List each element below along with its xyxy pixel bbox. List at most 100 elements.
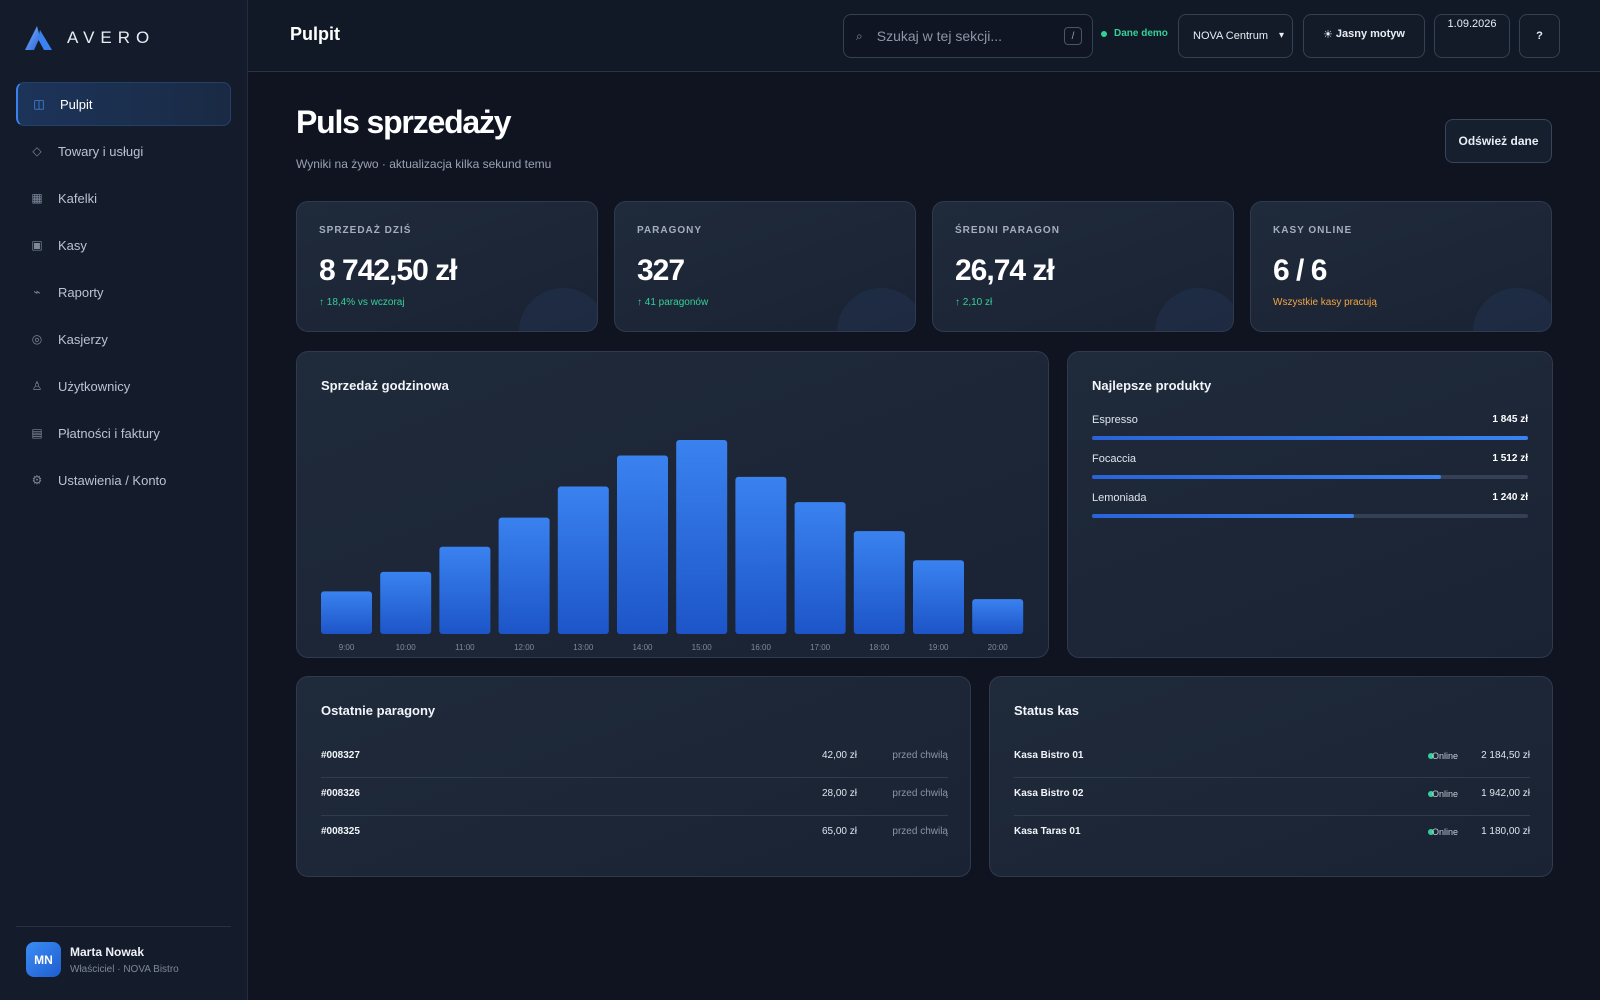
sidebar-item[interactable]: ◇ Towary i usługi (16, 129, 231, 173)
product-value: 1 240 zł (1492, 492, 1528, 503)
sidebar-item[interactable]: ◎ Kasjerzy (16, 317, 231, 361)
chart-bar[interactable] (617, 455, 668, 634)
receipt-row[interactable]: #008325 65,00 zł przed chwilą (321, 816, 948, 854)
receipt-id: #008326 (321, 788, 360, 799)
chart-bar[interactable] (913, 560, 964, 634)
settings-icon: ⚙ (31, 473, 43, 487)
product-name: Lemoniada (1092, 492, 1147, 504)
sidebar-item-label: Płatności i faktury (58, 425, 160, 441)
sidebar-item[interactable]: ▣ Kasy (16, 223, 231, 267)
chart-tick-label: 12:00 (514, 643, 535, 652)
date-value: 1.09.2026 (1447, 18, 1497, 30)
kpi-delta: ↑ 41 paragonów (637, 297, 709, 308)
search-input[interactable]: ⌕ Szukaj w tej sekcji... / (843, 14, 1093, 58)
product-progress-track (1092, 514, 1528, 518)
sidebar-item[interactable]: ⌁ Raporty (16, 270, 231, 314)
chevron-down-icon: ▾ (1278, 30, 1284, 41)
demo-data-badge: Dane demo (1101, 28, 1168, 39)
kpi-card-average: ŚREDNI PARAGON 26,74 zł ↑ 2,10 zł (932, 201, 1234, 332)
receipt-id: #008327 (321, 750, 360, 761)
product-name: Focaccia (1092, 453, 1137, 465)
chart-tick-label: 17:00 (810, 643, 831, 652)
kpi-label: ŚREDNI PARAGON (955, 225, 1060, 236)
online-dot-icon (1428, 829, 1434, 835)
main-subtitle: Wyniki na żywo · aktualizacja kilka seku… (296, 157, 552, 171)
search-shortcut-key: / (1064, 27, 1082, 45)
chart-bar[interactable] (676, 440, 728, 634)
chart-tick-label: 18:00 (869, 643, 890, 652)
chart-bar[interactable] (735, 476, 787, 634)
sidebar-item[interactable]: ▦ Kafelki (16, 176, 231, 220)
register-status-card: Status kas Kasa Bistro 01 Online 2 184,5… (989, 676, 1553, 877)
kpi-card-receipts: PARAGONY 327 ↑ 41 paragonów (614, 201, 916, 332)
chart-tick-label: 16:00 (751, 643, 772, 652)
sidebar-item[interactable]: ⚙ Ustawienia / Konto (16, 458, 231, 502)
register-row[interactable]: Kasa Taras 01 Online 1 180,00 zł (1014, 816, 1530, 854)
sidebar-item-label: Towary i usługi (58, 143, 144, 159)
sidebar-item[interactable]: ▤ Płatności i faktury (16, 411, 231, 455)
receipt-amount: 65,00 zł (821, 826, 857, 837)
register-name: Kasa Bistro 01 (1014, 750, 1084, 761)
chart-bar[interactable] (557, 486, 609, 634)
sidebar-item-label: Użytkownicy (58, 378, 131, 394)
sidebar-nav: ◫ Pulpit ◇ Towary i usługi ▦ Kafelki ▣ Kasy ⌁ Rap… (16, 82, 231, 505)
receipt-row[interactable]: #008326 28,00 zł przed chwilą (321, 778, 948, 816)
kpi-value: 26,74 zł (955, 254, 1055, 287)
chart-bar[interactable] (972, 599, 1024, 634)
chart-bar[interactable] (498, 517, 550, 634)
sidebar-item[interactable]: ♙ Użytkownicy (16, 364, 231, 408)
date-picker[interactable]: 1.09.2026 (1434, 14, 1510, 58)
avero-logo-icon (25, 26, 52, 50)
chart-bar[interactable] (853, 531, 905, 634)
receipt-row[interactable]: #008327 42,00 zł przed chwilą (321, 740, 948, 778)
chart-bar[interactable] (380, 571, 432, 634)
register-status: Online (1431, 751, 1458, 761)
chart-tick-label: 15:00 (692, 643, 713, 652)
kpi-delta: Wszystkie kasy pracują (1273, 297, 1377, 308)
chart-tick-label: 10:00 (396, 643, 417, 652)
chart-tick-label: 11:00 (455, 643, 475, 652)
register-name: Kasa Taras 01 (1014, 826, 1081, 837)
receipt-time: przed chwilą (892, 788, 948, 799)
top-products-title: Najlepsze produkty (1092, 378, 1212, 393)
sidebar-item-label: Kasjerzy (58, 331, 108, 347)
sidebar-item[interactable]: ◫ Pulpit (16, 82, 231, 126)
chart-tick-label: 20:00 (988, 643, 1009, 652)
main-heading: Puls sprzedaży (296, 104, 512, 140)
product-name: Espresso (1092, 414, 1138, 426)
users-icon: ♙ (31, 379, 43, 393)
sidebar-item-label: Kasy (58, 237, 87, 253)
brand-name: AVERO (67, 28, 156, 47)
chart-bar[interactable] (321, 591, 372, 634)
register-amount: 2 184,50 zł (1481, 750, 1530, 761)
chart-bar[interactable] (439, 546, 491, 634)
chart-bar[interactable] (794, 502, 846, 634)
hourly-sales-title: Sprzedaż godzinowa (321, 378, 449, 393)
help-button[interactable]: ? (1519, 14, 1560, 58)
register-status: Online (1431, 827, 1458, 837)
chart-tick-label: 9:00 (339, 643, 355, 652)
cashiers-icon: ◎ (31, 332, 43, 346)
chart-tick-label: 19:00 (928, 643, 949, 652)
hourly-sales-card: Sprzedaż godzinowa 9:00 10:00 11:00 12:00 13… (296, 351, 1049, 658)
hourly-sales-chart: 9:00 10:00 11:00 12:00 13:00 14:00 15:00 16:00 1… (321, 440, 1024, 652)
sidebar-item-label: Pulpit (60, 96, 93, 112)
register-name: Kasa Bistro 02 (1014, 788, 1084, 799)
refresh-button[interactable]: Odśwież dane (1445, 119, 1552, 163)
user-profile[interactable]: MN Marta Nowak Właściciel · NOVA Bistro (26, 942, 179, 977)
top-products-card: Najlepsze produkty Espresso 1 845 zł Foc… (1067, 351, 1553, 658)
store-select[interactable]: NOVA Centrum ▾ (1178, 14, 1293, 58)
product-progress-bar (1092, 436, 1528, 440)
register-row[interactable]: Kasa Bistro 01 Online 2 184,50 zł (1014, 740, 1530, 778)
user-name: Marta Nowak (70, 944, 145, 959)
kpi-value: 8 742,50 zł (319, 254, 457, 287)
register-amount: 1 180,00 zł (1481, 826, 1530, 837)
theme-toggle-button[interactable]: ☀ Jasny motyw (1303, 14, 1425, 58)
receipt-amount: 28,00 zł (821, 788, 857, 799)
online-dot-icon (1428, 753, 1434, 759)
brand-logo[interactable]: AVERO (25, 26, 155, 50)
recent-receipts-card: Ostatnie paragony #008327 42,00 zł przed… (296, 676, 971, 877)
register-row[interactable]: Kasa Bistro 02 Online 1 942,00 zł (1014, 778, 1530, 816)
theme-toggle-label: Jasny motyw (1335, 28, 1405, 40)
payments-icon: ▤ (31, 426, 43, 440)
